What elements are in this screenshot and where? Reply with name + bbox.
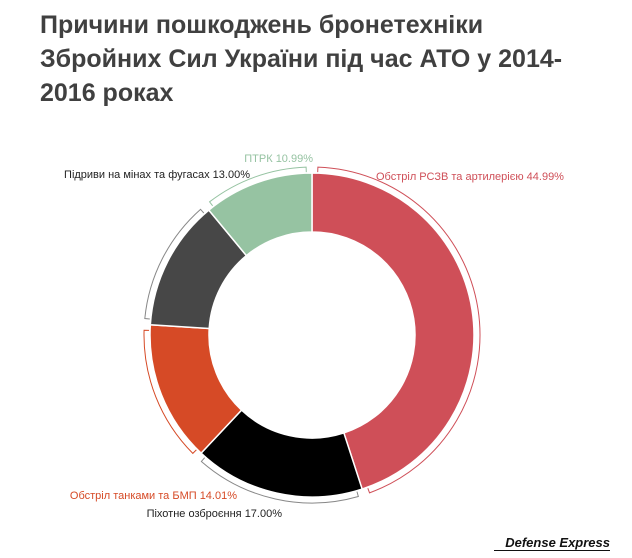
brand-underline <box>494 550 610 551</box>
slice-label-5: ПТРК 10.99% <box>244 153 313 165</box>
slice-label-4: Підриви на мінах та фугасах 13.00% <box>64 169 250 181</box>
slice-bracket-2 <box>200 457 359 504</box>
slice-label-2: Піхотне озброєння 17.00% <box>147 508 283 520</box>
slice-bracket-4 <box>144 208 205 320</box>
brand-logo: Defense Express <box>505 535 610 550</box>
slice-bracket-1 <box>317 166 481 494</box>
label-brackets-group <box>143 166 481 504</box>
slice-labels-group: Обстріл РСЗВ та артилерією 44.99% Піхотне… <box>64 153 564 520</box>
slice-bracket-3 <box>143 329 197 455</box>
slice-1 <box>311 172 475 491</box>
slice-label-3: Обстріл танками та БМП 14.01% <box>70 490 237 502</box>
slice-bracket-5 <box>208 166 307 207</box>
slices-group <box>149 172 475 498</box>
slice-label-1: Обстріл РСЗВ та артилерією 44.99% <box>376 171 564 183</box>
chart-title: Причини пошкоджень бронетехніки Збройних… <box>40 11 563 107</box>
slice-5 <box>207 172 313 257</box>
